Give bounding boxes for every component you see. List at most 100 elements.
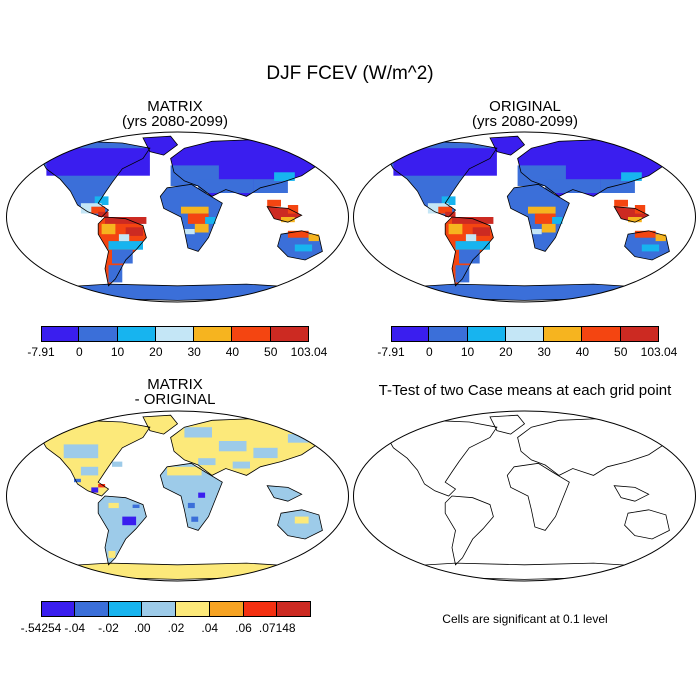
grid-cell <box>125 227 143 236</box>
coastline <box>266 485 303 502</box>
grid-cell <box>98 484 106 488</box>
coastline <box>444 216 494 287</box>
grid-cell <box>91 487 99 493</box>
grid-cell <box>191 516 199 522</box>
colorbar-tick-label: 30 <box>537 345 551 359</box>
coastline <box>277 230 323 261</box>
grid-cell <box>198 179 254 193</box>
grid-cell <box>101 223 116 235</box>
grid-cell <box>634 205 646 214</box>
colorbar-tick-label: 103.04 <box>290 345 328 359</box>
map-boundary <box>6 131 349 303</box>
land-fill-africa <box>160 463 223 531</box>
grid-cell <box>46 148 150 176</box>
colorbar-segment <box>620 326 659 342</box>
land-fill-greenland <box>143 136 178 156</box>
coastline <box>170 418 330 476</box>
colorbar-tick-label: 40 <box>225 345 240 359</box>
grid-cell <box>232 461 250 469</box>
grid-cell <box>184 427 212 438</box>
colorbar-segment <box>194 326 233 342</box>
ttest-panel-title: T-Test of two Case means at each grid po… <box>378 382 672 399</box>
colorbar-segment <box>243 601 278 617</box>
colorbar-segment <box>41 601 75 617</box>
coastline <box>39 419 151 497</box>
grid-cell <box>287 230 309 238</box>
grid-cell <box>187 502 195 509</box>
grid-cell <box>74 478 81 483</box>
coastline <box>266 206 303 223</box>
matrix-title-line2: (yrs 2080-2099) <box>122 113 228 130</box>
colorbar-tick-label: 20 <box>149 345 163 359</box>
map-boundary <box>6 410 349 582</box>
colorbar-tick-label: 103.04 <box>640 345 678 359</box>
original-panel-title: ORIGINAL (yrs 2080-2099) <box>390 99 660 129</box>
grid-cell <box>445 211 456 217</box>
colorbar-segment <box>582 326 621 342</box>
coastline <box>97 216 147 287</box>
colorbar-tick-label: -.54254 <box>20 621 62 635</box>
colorbar-tick-label: .04 <box>201 621 219 635</box>
colorbar-tick-label: 0 <box>425 345 433 359</box>
colorbar-segment <box>270 326 309 342</box>
grid-cell <box>628 217 642 223</box>
coastline <box>624 509 670 540</box>
map-content <box>386 414 677 580</box>
coastline <box>613 485 650 502</box>
grid-cell <box>167 466 202 476</box>
grid-cell <box>641 244 660 252</box>
grid-cell <box>63 444 99 459</box>
grid-cell <box>108 241 143 250</box>
colorbar-segment <box>505 326 545 342</box>
map-content <box>39 414 330 580</box>
difference-map <box>6 410 349 582</box>
colorbar-tick-label: 40 <box>575 345 590 359</box>
grid-cell <box>267 199 281 207</box>
colorbar-tick-label: 10 <box>110 345 125 359</box>
land-fill-antarctica <box>53 563 302 580</box>
coastline <box>142 414 179 435</box>
coastline <box>159 183 223 252</box>
coastline <box>386 140 498 218</box>
colorbar-segment <box>117 326 156 342</box>
grid-cell <box>600 179 635 193</box>
grid-cell <box>472 227 490 236</box>
coastline <box>506 462 570 531</box>
colorbar-segment <box>155 326 195 342</box>
figure-title: DJF FCEV (W/m^2) <box>266 63 434 84</box>
matrix-colorbar <box>41 326 309 342</box>
grid-cell <box>112 249 133 264</box>
grid-cell <box>427 203 449 214</box>
grid-cell <box>274 172 295 181</box>
colorbar-segment <box>176 601 210 617</box>
grid-cell <box>294 516 309 524</box>
colorbar-tick-label: 50 <box>264 345 278 359</box>
coastline <box>39 140 151 218</box>
coastline <box>444 495 494 566</box>
colorbar-segment <box>108 601 143 617</box>
colorbar-tick-label: 30 <box>187 345 201 359</box>
coastline <box>277 509 323 540</box>
colorbar-tick-label: -.02 <box>98 621 119 635</box>
grid-cell <box>112 461 123 467</box>
grid-cell <box>545 179 601 193</box>
colorbar-tick-label: -.04 <box>64 621 86 635</box>
ttest-map <box>353 410 696 582</box>
colorbar-segment <box>391 326 430 342</box>
land-fill-greenland <box>143 415 178 435</box>
grid-cell <box>308 234 319 242</box>
coastline <box>159 462 223 531</box>
colorbar-tick-label: 10 <box>460 345 475 359</box>
colorbar-segment <box>277 601 311 617</box>
matrix-colorbar-labels: -7.91 0 10 20 30 40 50 103.04 <box>27 345 327 361</box>
grid-cell <box>198 458 216 466</box>
land-fill-southAmerica <box>98 496 147 565</box>
coastline <box>506 183 570 252</box>
colorbar-tick-label: .07148 <box>258 621 296 635</box>
colorbar-segment <box>429 326 468 342</box>
colorbar-segment <box>232 326 271 342</box>
colorbar-segment <box>544 326 583 342</box>
coastline <box>517 418 677 476</box>
colorbar-tick-label: 50 <box>614 345 628 359</box>
difference-colorbar-labels: -.54254 -.04 -.02 .00 .02 .04 .06 .07148 <box>21 621 311 637</box>
